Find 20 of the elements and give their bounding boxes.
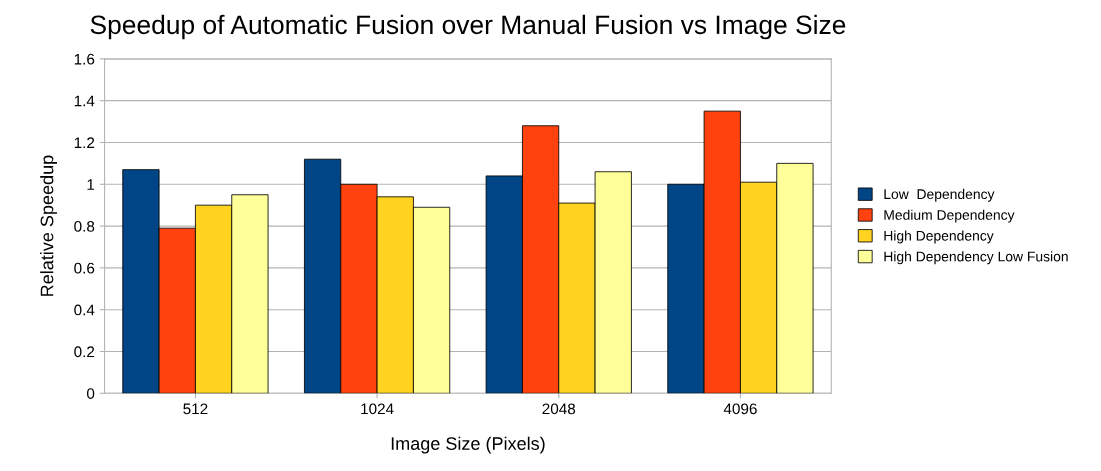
y-tick-label: 1.2 [74, 137, 95, 149]
y-tick-label: 1 [87, 179, 95, 190]
legend-label: High Dependency Low Fusion [884, 251, 1068, 265]
y-tick-label: 1.4 [74, 95, 95, 107]
y-axis-title: Relative Speedup [40, 155, 57, 296]
chart-title: Speedup of Automatic Fusion over Manual Fusion vs Image Size [90, 14, 846, 40]
x-tick-label: 4096 [723, 403, 757, 415]
y-tick-label: 0.8 [74, 220, 95, 232]
y-tick-label: 1.6 [74, 53, 95, 65]
legend-label: Low Dependency [884, 188, 995, 202]
y-tick-label: 0.4 [74, 304, 95, 316]
x-axis-title: Image Size (Pixels) [391, 436, 545, 454]
y-tick-label: 0.2 [74, 346, 95, 358]
y-tick-label: 0 [86, 388, 95, 399]
legend-label: Medium Dependency [884, 209, 1015, 223]
x-tick-label: 2048 [542, 403, 576, 415]
x-tick-label: 1024 [361, 403, 394, 415]
x-tick-label: 512 [183, 403, 208, 415]
legend-label: High Dependency [884, 230, 994, 244]
y-tick-label: 0.6 [74, 262, 95, 274]
